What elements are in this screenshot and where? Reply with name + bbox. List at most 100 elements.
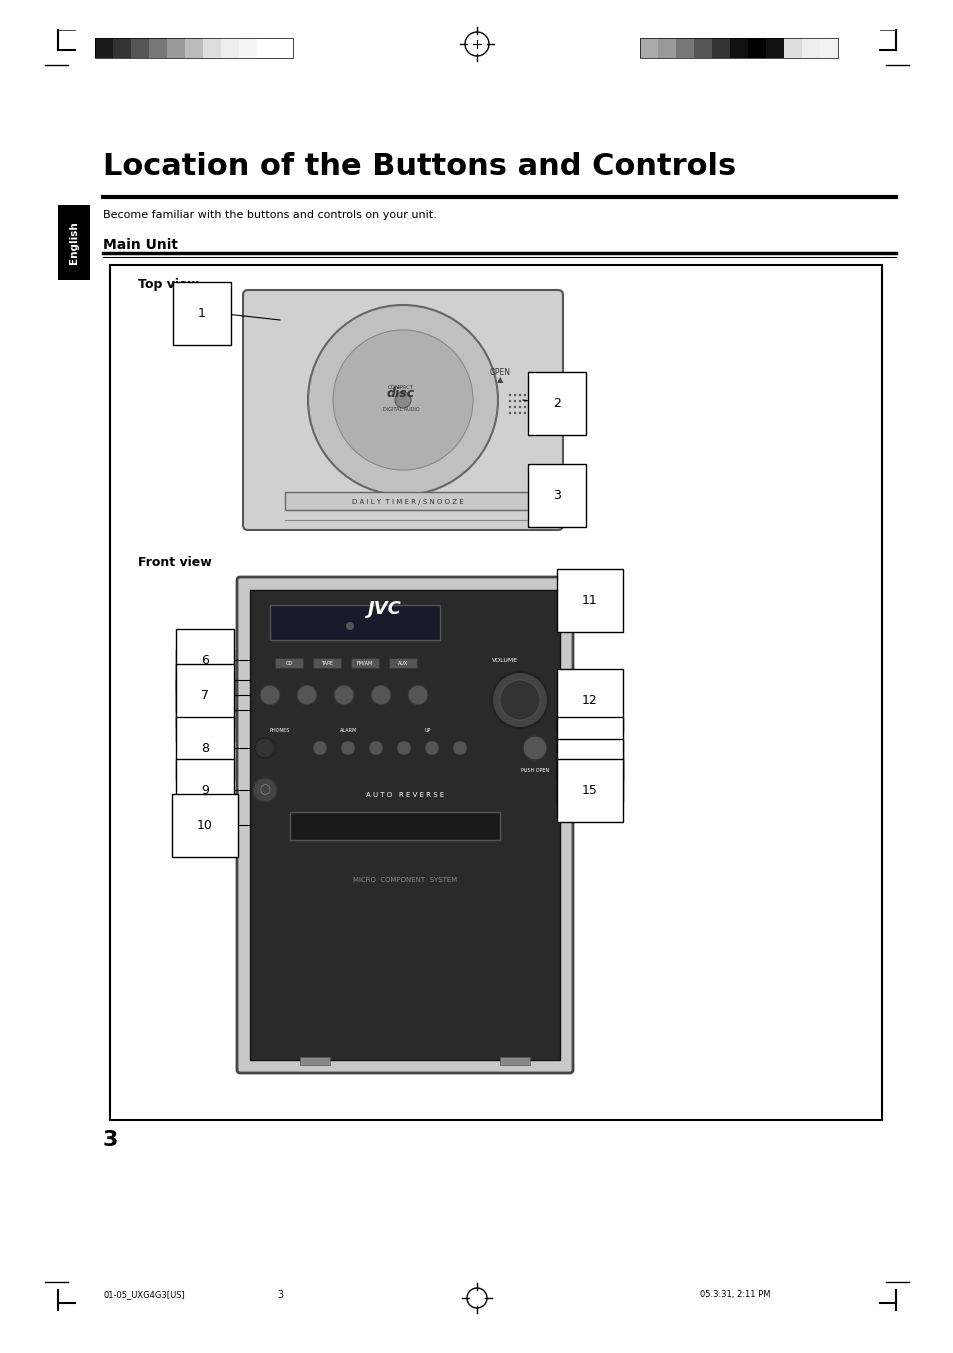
Circle shape <box>508 399 511 402</box>
Text: PHONES: PHONES <box>270 728 290 732</box>
Text: Top view: Top view <box>138 277 199 291</box>
Circle shape <box>508 411 511 414</box>
Circle shape <box>296 685 316 705</box>
Circle shape <box>492 672 547 728</box>
Text: 3: 3 <box>276 1289 283 1300</box>
Bar <box>658 38 676 58</box>
Text: PUSH OPEN: PUSH OPEN <box>520 767 549 773</box>
Circle shape <box>523 406 526 409</box>
Circle shape <box>408 685 428 705</box>
Text: VOLUME: VOLUME <box>492 658 517 663</box>
Text: UP: UP <box>424 728 431 732</box>
Text: AUX: AUX <box>397 660 408 666</box>
Bar <box>95 38 293 58</box>
Text: ALARM: ALARM <box>339 728 356 732</box>
Text: TAPE: TAPE <box>320 660 333 666</box>
Bar <box>167 38 185 58</box>
Text: ▲: ▲ <box>497 376 503 384</box>
Circle shape <box>518 411 520 414</box>
Bar <box>58 206 90 280</box>
Circle shape <box>369 741 382 755</box>
Circle shape <box>523 411 526 414</box>
Bar <box>313 658 340 668</box>
Text: 10: 10 <box>197 819 213 832</box>
Bar <box>274 38 293 58</box>
Bar <box>765 38 783 58</box>
Circle shape <box>514 399 516 402</box>
Text: 2: 2 <box>553 396 560 410</box>
Circle shape <box>313 741 327 755</box>
Circle shape <box>523 394 526 396</box>
Text: 15: 15 <box>581 783 598 797</box>
Text: DIGITAL AUDIO: DIGITAL AUDIO <box>382 407 419 413</box>
Text: 12: 12 <box>581 694 598 706</box>
Text: D A I L Y  T I M E R / S N O O Z E: D A I L Y T I M E R / S N O O Z E <box>352 499 463 505</box>
Text: Location of the Buttons and Controls: Location of the Buttons and Controls <box>103 152 736 181</box>
Circle shape <box>396 741 411 755</box>
Bar <box>711 38 729 58</box>
Bar <box>110 265 882 1120</box>
Bar <box>639 38 837 58</box>
Circle shape <box>518 406 520 409</box>
Circle shape <box>508 406 511 409</box>
Text: 5: 5 <box>201 704 209 717</box>
Text: disc: disc <box>387 387 415 400</box>
Bar <box>250 590 559 1059</box>
Circle shape <box>340 741 355 755</box>
Text: COMPACT: COMPACT <box>388 386 414 390</box>
Circle shape <box>334 685 354 705</box>
Text: A U T O   R E V E R S E: A U T O R E V E R S E <box>366 792 444 798</box>
Text: Become familiar with the buttons and controls on your unit.: Become familiar with the buttons and con… <box>103 210 436 221</box>
Bar <box>131 38 149 58</box>
Text: 7: 7 <box>201 689 209 701</box>
Text: OPEN: OPEN <box>489 368 510 376</box>
Text: 11: 11 <box>581 594 598 606</box>
Bar <box>221 38 239 58</box>
Bar <box>783 38 801 58</box>
Circle shape <box>508 394 511 396</box>
Bar <box>149 38 167 58</box>
Circle shape <box>346 622 354 630</box>
Bar <box>270 605 439 640</box>
Bar <box>256 38 274 58</box>
Text: English: English <box>69 221 79 264</box>
Text: Main Unit: Main Unit <box>103 238 178 252</box>
Bar <box>351 658 378 668</box>
Bar <box>639 38 658 58</box>
FancyBboxPatch shape <box>243 290 562 530</box>
Circle shape <box>499 681 539 720</box>
Text: CD: CD <box>285 660 293 666</box>
Text: 01-05_UXG4G3[US]: 01-05_UXG4G3[US] <box>103 1291 185 1299</box>
Bar <box>747 38 765 58</box>
Circle shape <box>518 399 520 402</box>
Text: MICRO  COMPONENT  SYSTEM: MICRO COMPONENT SYSTEM <box>353 877 456 884</box>
Bar <box>95 38 112 58</box>
Circle shape <box>254 737 274 758</box>
Text: 3: 3 <box>103 1130 118 1150</box>
Text: 3: 3 <box>553 488 560 502</box>
Text: 8: 8 <box>201 741 209 755</box>
Text: 13: 13 <box>581 741 598 755</box>
Bar <box>801 38 820 58</box>
FancyBboxPatch shape <box>236 576 573 1073</box>
Circle shape <box>514 406 516 409</box>
Text: 14: 14 <box>581 763 598 777</box>
Bar <box>112 38 131 58</box>
Circle shape <box>518 394 520 396</box>
Text: JVC: JVC <box>368 599 401 618</box>
Bar <box>290 812 499 840</box>
Bar <box>499 1057 530 1065</box>
Text: FM/AM: FM/AM <box>356 660 373 666</box>
Text: Front view: Front view <box>138 556 212 570</box>
Circle shape <box>395 392 411 409</box>
Text: 6: 6 <box>201 653 209 667</box>
Text: ◯: ◯ <box>259 785 270 796</box>
Circle shape <box>260 685 280 705</box>
Bar <box>299 1057 330 1065</box>
Bar <box>285 492 530 510</box>
Text: 05.3.31, 2:11 PM: 05.3.31, 2:11 PM <box>700 1291 770 1299</box>
Bar <box>820 38 837 58</box>
Circle shape <box>514 394 516 396</box>
Text: 4: 4 <box>201 674 209 686</box>
Bar <box>729 38 747 58</box>
